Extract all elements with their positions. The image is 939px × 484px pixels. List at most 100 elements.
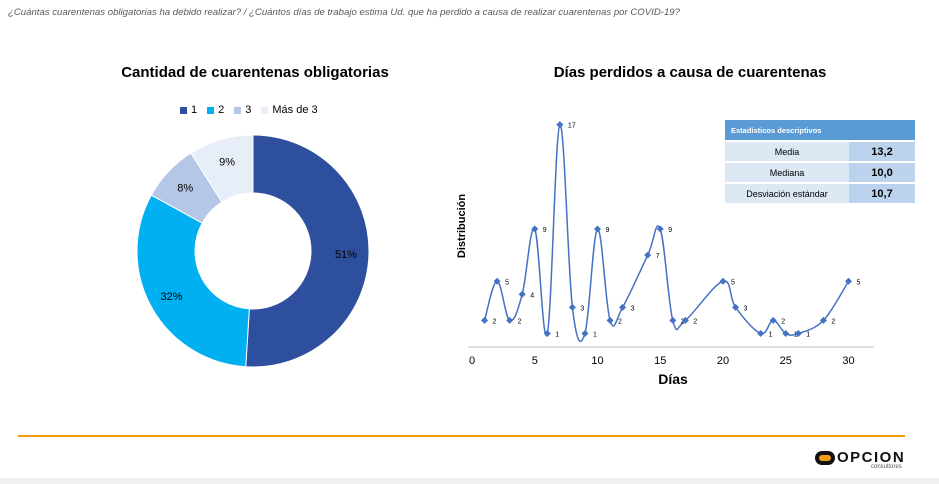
donut-slice-label: 8% [177,182,193,194]
data-point [556,121,564,129]
stats-label: Mediana [725,163,849,182]
data-point [581,329,589,337]
stats-header-blank [849,120,915,140]
data-point [681,316,689,324]
data-label: 1 [555,331,559,338]
data-point [619,303,627,311]
data-label: 9 [543,227,547,234]
logo-name: OPCION [837,449,906,466]
y-axis-label: Distribución [456,194,468,258]
company-logo: OPCION consultores [815,449,911,473]
data-label: 3 [744,305,748,312]
data-label: 3 [631,305,635,312]
data-point [481,316,489,324]
donut-slice-label: 32% [160,291,182,303]
data-point [518,290,526,298]
stats-table: Estadísticos descriptivos Media 13,2 Med… [725,118,915,205]
data-label: 1 [806,331,810,338]
data-point [594,225,601,233]
legend-label: 3 [245,104,252,116]
x-axis-label: Días [658,371,688,387]
donut-slice [245,134,370,368]
legend-swatch-1 [180,106,187,114]
stats-row: Mediana 10,0 [725,163,915,182]
line-chart-title: Días perdidos a causa de cuarentenas [553,64,827,81]
data-label: 4 [530,292,534,299]
question-text: ¿Cuántas cuarentenas obligatorias ha deb… [8,7,680,18]
stats-row: Desviación estándar 10,7 [725,184,915,203]
data-point [819,316,827,324]
data-point [656,225,664,233]
data-label: 2 [693,318,697,325]
stats-label: Desviación estándar [725,184,849,203]
legend-swatch-4 [261,106,269,114]
legend-label: 2 [218,104,225,116]
data-label: 9 [668,227,672,234]
bottom-band [0,478,939,484]
data-point [782,329,790,337]
x-tick-label: 20 [717,355,729,367]
data-label: 2 [831,318,835,325]
line-chart: 0 5 10 15 20 25 30DíasDistribución252491173192… [456,121,874,387]
data-label: 3 [580,305,584,312]
data-point [732,303,740,311]
data-label: 5 [731,279,735,286]
data-label: 2 [781,318,785,325]
stats-header-row: Estadísticos descriptivos [725,120,915,140]
legend-item: 2 [207,104,224,116]
data-point [794,329,802,337]
data-point [531,225,539,233]
legend-label: Más de 3 [272,104,318,116]
data-label: 2 [681,318,685,325]
donut-chart-title: Cantidad de cuarentenas obligatorias [121,64,389,81]
donut-slice-label: 9% [219,157,235,169]
x-tick-label: 5 [532,355,538,367]
x-tick-label: 0 [469,355,475,367]
data-label: 1 [769,331,773,338]
donut-chart: 51% 32% 8% 9% [136,134,370,368]
data-point [669,316,677,324]
data-label: 7 [656,253,660,260]
data-point [769,316,777,324]
data-label: 2 [618,318,622,325]
logo-mark-icon [815,451,835,465]
data-point [543,329,551,337]
data-point [757,329,765,337]
data-label: 9 [606,227,610,234]
donut-slice [136,194,250,368]
data-point [606,316,614,324]
data-label: 17 [568,123,576,130]
footer-divider [18,435,905,437]
data-point [644,251,652,259]
logo-tagline: consultores [871,464,902,470]
legend-item: 3 [234,104,251,116]
stats-label: Media [725,142,849,161]
stats-header: Estadísticos descriptivos [725,120,849,140]
legend-swatch-2 [207,106,215,114]
data-point [845,277,852,285]
stats-value: 13,2 [849,142,915,161]
data-label: 1 [794,331,798,338]
x-tick-label: 25 [780,355,792,367]
data-label: 5 [505,279,509,286]
data-label: 2 [493,318,497,325]
donut-legend: 1 2 3 Más de 3 [180,104,318,116]
data-point [506,316,514,324]
stats-value: 10,0 [849,163,915,182]
legend-item: 1 [180,104,197,116]
data-label: 2 [518,318,522,325]
x-tick-label: 30 [842,355,854,367]
legend-item: Más de 3 [261,104,318,116]
donut-slice [190,134,254,203]
legend-swatch-3 [234,106,242,114]
data-point [493,277,501,285]
stats-value: 10,7 [849,184,915,203]
data-point [568,303,576,311]
donut-slice-label: 51% [335,249,357,261]
stats-row: Media 13,2 [725,142,915,161]
data-label: 1 [593,331,597,338]
x-tick-label: 15 [654,355,666,367]
x-tick-label: 10 [591,355,603,367]
data-point [719,277,727,285]
